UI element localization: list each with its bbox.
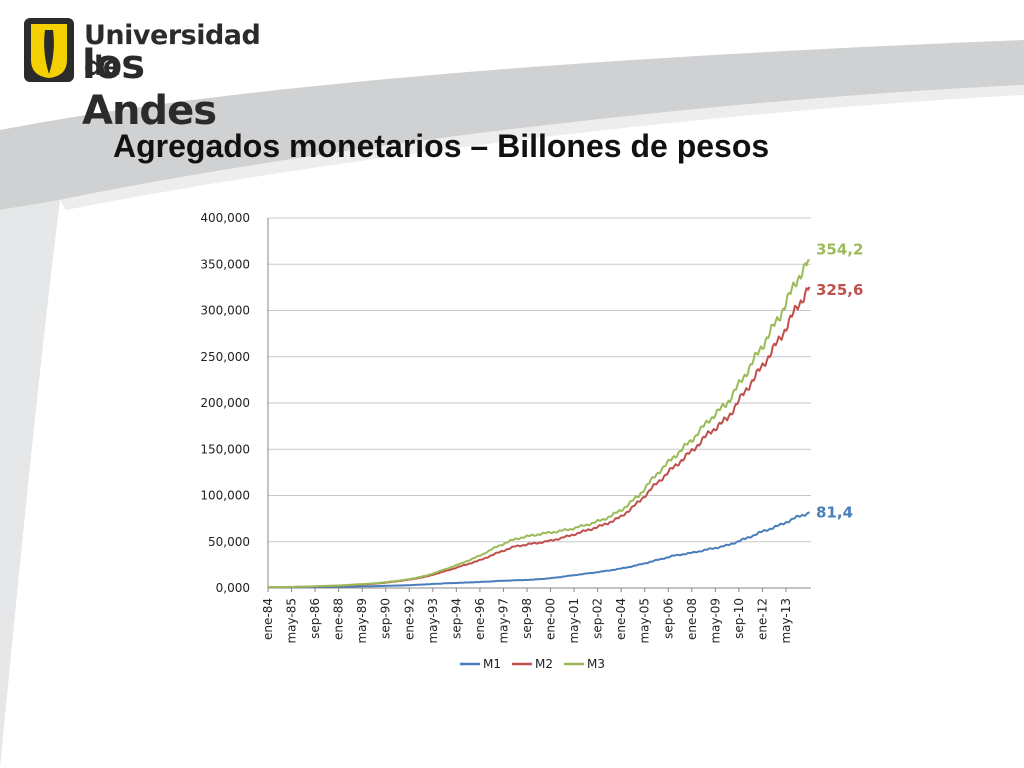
x-tick-label: may-05 — [638, 598, 652, 644]
x-tick-label: sep-94 — [449, 598, 463, 639]
x-tick-label: may-97 — [496, 598, 510, 644]
series-line-m3 — [267, 259, 810, 589]
chart-legend: M1 M2 M3 — [460, 657, 605, 671]
shield-icon — [24, 18, 74, 82]
legend-label-m1: M1 — [483, 657, 501, 671]
y-tick-label: 200,000 — [200, 396, 250, 410]
x-tick-label: may-85 — [285, 598, 299, 644]
x-tick-label: sep-86 — [308, 598, 322, 639]
x-tick-label: ene-88 — [332, 598, 346, 640]
university-logo: Universidad de los Andes — [22, 16, 262, 134]
legend-label-m3: M3 — [587, 657, 605, 671]
x-tick-label: ene-04 — [614, 598, 628, 640]
y-tick-label: 350,000 — [200, 257, 250, 271]
end-label-m2: 325,6 — [816, 281, 863, 299]
x-tick-label: may-89 — [355, 598, 369, 644]
x-tick-label: sep-06 — [661, 598, 675, 639]
x-tick-label: ene-12 — [755, 598, 769, 640]
grid-lines — [268, 217, 811, 589]
x-tick-label: may-13 — [779, 598, 793, 644]
series-line-m1 — [268, 511, 810, 589]
x-tick-label: ene-08 — [685, 598, 699, 640]
x-tick-label: ene-92 — [402, 598, 416, 640]
x-tick-label: sep-90 — [379, 598, 393, 639]
y-tick-label: 100,000 — [200, 489, 250, 503]
end-label-m1: 81,4 — [816, 504, 853, 522]
x-tick-label: ene-84 — [261, 598, 275, 640]
y-tick-label: 150,000 — [200, 442, 250, 456]
y-tick-label: 50,000 — [208, 535, 250, 549]
x-tick-label: sep-10 — [732, 598, 746, 639]
slide-title: Agregados monetarios – Billones de pesos — [113, 128, 770, 164]
chart-series — [267, 259, 811, 589]
y-tick-label: 300,000 — [200, 304, 250, 318]
x-tick-label: may-09 — [708, 598, 722, 644]
y-tick-label: 0,000 — [216, 581, 250, 595]
x-tick-label: may-01 — [567, 598, 581, 644]
y-tick-label: 250,000 — [200, 350, 250, 364]
end-labels: 81,4 325,6 354,2 — [816, 240, 863, 521]
chart-axes: 0,000 50,000 100,000 150,000 200,000 250,000 3… — [200, 211, 793, 644]
logo-text-line2: los Andes — [82, 42, 217, 134]
legend-label-m2: M2 — [535, 657, 553, 671]
series-line-m2 — [267, 286, 811, 589]
end-label-m3: 354,2 — [816, 240, 863, 258]
x-tick-label: sep-02 — [591, 598, 605, 639]
x-tick-label: ene-00 — [544, 598, 558, 640]
y-tick-label: 400,000 — [200, 211, 250, 225]
x-tick-label: ene-96 — [473, 598, 487, 640]
x-tick-label: may-93 — [426, 598, 440, 644]
logo-text-line1: Universidad de — [84, 20, 261, 82]
x-tick-label: sep-98 — [520, 598, 534, 639]
